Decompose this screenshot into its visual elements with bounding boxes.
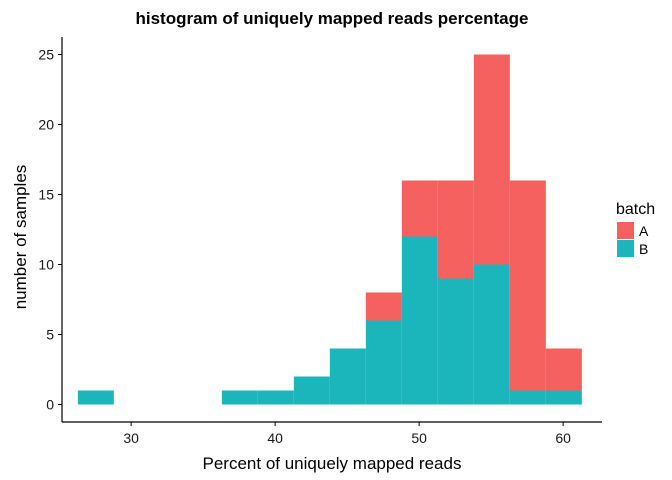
bar-b-13 (545, 390, 582, 405)
y-tick-label: 10 (38, 257, 54, 273)
x-tick-label: 60 (555, 430, 571, 446)
x-tick-label: 50 (411, 430, 427, 446)
legend: batch AB (616, 201, 655, 257)
bar-b-9 (401, 236, 438, 405)
bar-a-13 (545, 348, 582, 391)
legend-swatch-b (617, 240, 634, 257)
bar-b-4 (221, 390, 258, 405)
legend-label-a: A (639, 223, 649, 239)
x-axis-label: Percent of uniquely mapped reads (203, 454, 462, 473)
bar-b-11 (473, 264, 510, 405)
chart-title: histogram of uniquely mapped reads perce… (136, 9, 529, 28)
bar-a-8 (365, 292, 402, 321)
legend-swatch-a (617, 222, 634, 239)
y-axis-label: number of samples (11, 165, 30, 310)
legend-items: AB (617, 222, 649, 257)
x-tick-label: 40 (267, 430, 283, 446)
bar-a-10 (437, 180, 474, 279)
bar-a-12 (509, 180, 546, 391)
x-tick-label: 30 (123, 430, 139, 446)
y-tick-label: 20 (38, 117, 54, 133)
bar-b-0 (77, 390, 114, 405)
bar-b-8 (365, 320, 402, 405)
y-tick-label: 15 (38, 187, 54, 203)
y-axis-ticks: 0 5 10 15 20 25 (38, 47, 62, 413)
legend-label-b: B (639, 241, 648, 257)
bar-a-11 (473, 54, 510, 265)
y-tick-label: 5 (46, 327, 54, 343)
bar-b-7 (329, 348, 366, 405)
legend-title: batch (616, 201, 655, 218)
bar-a-9 (401, 180, 438, 237)
bars-layer (77, 54, 582, 405)
bar-b-12 (509, 390, 546, 405)
y-tick-label: 0 (46, 397, 54, 413)
x-axis-ticks: 30 40 50 60 (123, 422, 571, 446)
bar-b-5 (257, 390, 294, 405)
y-tick-label: 25 (38, 47, 54, 63)
bar-b-10 (437, 278, 474, 405)
bar-b-6 (293, 376, 330, 405)
